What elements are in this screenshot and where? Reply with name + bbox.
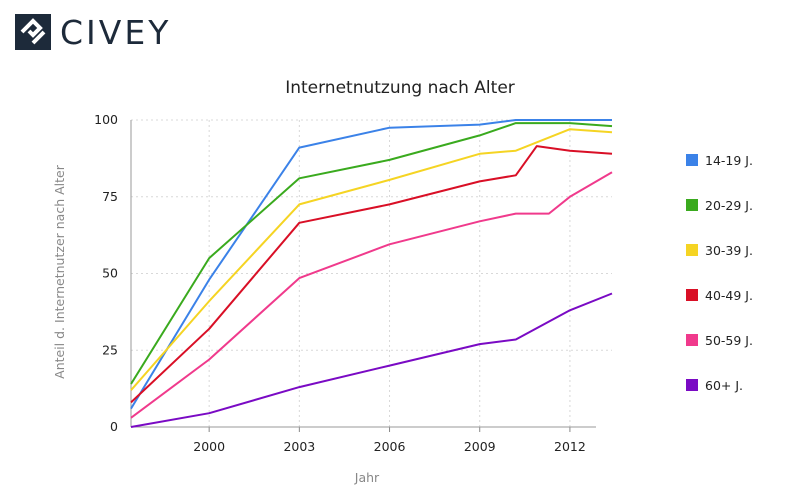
legend-label-1: 14-19 J. [705, 153, 753, 168]
y-tick-label: 0 [110, 419, 118, 434]
chart-title: Internetnutzung nach Alter [285, 78, 515, 98]
series-line-6 [130, 292, 613, 428]
y-tick-label: 25 [102, 342, 118, 357]
y-tick-label: 100 [94, 112, 118, 127]
civey-logo: CIVEY [14, 12, 171, 52]
series-line-1 [130, 119, 612, 410]
legend-label-5: 50-59 J. [705, 333, 753, 348]
legend-swatch-2 [686, 199, 698, 211]
series-line-2 [130, 122, 613, 385]
legend-label-4: 40-49 J. [705, 288, 753, 303]
series-line-4 [130, 145, 613, 404]
series-lines [130, 119, 613, 428]
y-tick-label: 50 [102, 266, 118, 281]
x-tick-label: 2000 [193, 439, 225, 454]
x-tick-label: 2012 [554, 439, 586, 454]
brand-name: CIVEY [60, 12, 172, 52]
legend-swatch-4 [686, 289, 698, 301]
legend-label-3: 30-39 J. [705, 243, 753, 258]
grid [131, 119, 612, 427]
legend-swatch-6 [686, 379, 698, 391]
legend-label-6: 60+ J. [705, 378, 743, 393]
series-line-3 [130, 128, 613, 391]
tick-labels: 0 25 50 75 100 2000 2003 2006 2009 2012 [94, 112, 586, 454]
axes [130, 120, 596, 432]
x-tick-label: 2003 [283, 439, 315, 454]
x-axis-label: Jahr [354, 470, 380, 485]
legend-swatch-3 [686, 244, 698, 256]
legend-swatch-5 [686, 334, 698, 346]
civey-logo-icon [15, 14, 51, 50]
y-tick-label: 75 [102, 189, 118, 204]
series-line-5 [130, 171, 613, 419]
x-tick-label: 2006 [374, 439, 406, 454]
legend-swatch-1 [686, 154, 698, 166]
y-axis-label: Anteil d. Internetnutzer nach Alter [52, 164, 67, 379]
x-tick-label: 2009 [464, 439, 496, 454]
legend: 14-19 J. 20-29 J. 30-39 J. 40-49 J. 50-59 J.… [686, 153, 753, 393]
legend-label-2: 20-29 J. [705, 198, 753, 213]
